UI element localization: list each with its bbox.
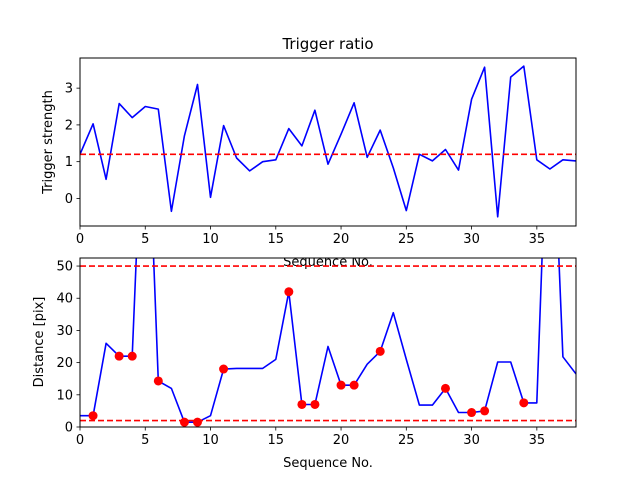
data-point-marker [375, 346, 385, 356]
y-tick-label: 50 [56, 260, 73, 275]
x-tick-label: 25 [398, 232, 415, 247]
y-tick-label: 1 [65, 155, 73, 170]
data-point-marker [519, 398, 529, 408]
data-point-marker [127, 351, 137, 361]
data-point-marker [467, 408, 477, 418]
data-point-marker [310, 399, 320, 409]
trigger-ratio-plot: Trigger ratio Trigger strength 0 5 10 15 20 2… [41, 35, 577, 270]
data-point-marker [284, 287, 294, 297]
y-tick-label: 3 [65, 82, 73, 97]
data-point-marker [480, 406, 490, 416]
y-tick-label: 0 [65, 192, 73, 207]
x-tick-label: 30 [463, 232, 480, 247]
x-tick-label: 25 [398, 433, 415, 448]
x-tick-label: 0 [76, 232, 84, 247]
data-point-marker [349, 380, 359, 390]
axes-background [79, 252, 577, 258]
x-tick-label: 20 [333, 232, 350, 247]
x-tick-label: 15 [268, 232, 285, 247]
axis-ticks: 0 5 10 15 20 25 30 35 0 10 20 30 40 50 [56, 260, 545, 448]
x-tick-label: 15 [268, 433, 285, 448]
x-axis-label: Sequence No. [283, 456, 373, 471]
axes-frame [79, 257, 577, 428]
data-point-marker [336, 380, 346, 390]
x-tick-label: 35 [529, 232, 546, 247]
x-tick-label: 20 [333, 433, 350, 448]
data-point-marker [179, 417, 189, 427]
distance-plot: Distance [pix] 0 5 10 15 20 25 30 35 0 10 20 30 40 50… [32, 252, 577, 471]
x-tick-label: 30 [463, 433, 480, 448]
chart-title: Trigger ratio [281, 35, 373, 53]
x-tick-label: 5 [141, 433, 149, 448]
y-tick-label: 2 [65, 118, 73, 133]
data-point-marker [114, 351, 124, 361]
y-axis-label: Distance [pix] [32, 297, 47, 388]
x-tick-label: 10 [202, 433, 219, 448]
data-series-line [80, 65, 576, 218]
data-point-marker [219, 364, 229, 374]
x-tick-label: 35 [529, 433, 546, 448]
x-tick-label: 10 [202, 232, 219, 247]
y-tick-label: 30 [56, 324, 73, 339]
y-tick-label: 10 [56, 388, 73, 403]
data-series-line [80, 258, 576, 424]
plot-area [80, 258, 576, 427]
x-tick-label: 5 [141, 232, 149, 247]
axes-frame [79, 57, 577, 227]
y-axis-label: Trigger strength [41, 90, 56, 195]
data-point-marker [297, 399, 307, 409]
y-tick-label: 20 [56, 356, 73, 371]
data-point-marker [153, 376, 163, 386]
data-point-marker [88, 411, 98, 421]
data-point-marker [440, 383, 450, 393]
plot-area [80, 65, 576, 218]
x-tick-label: 0 [76, 433, 84, 448]
y-tick-label: 40 [56, 292, 73, 307]
y-tick-label: 0 [65, 421, 73, 436]
data-point-marker [192, 417, 202, 427]
axis-ticks: 0 5 10 15 20 25 30 35 0 1 2 3 [65, 82, 545, 247]
